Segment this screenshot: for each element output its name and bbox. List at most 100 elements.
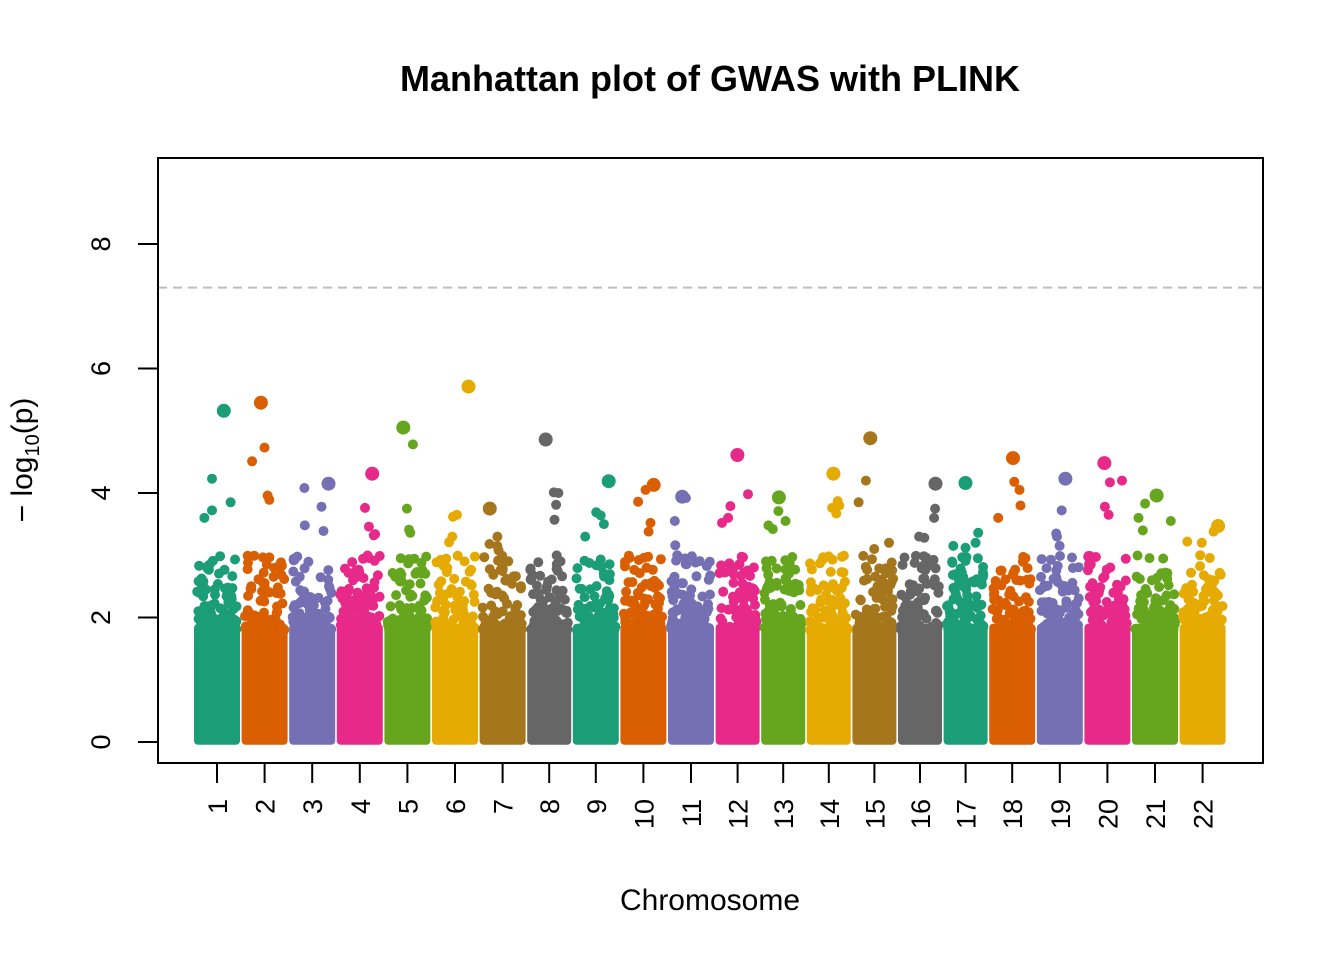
snp-point [1204, 553, 1215, 563]
snp-point [719, 623, 730, 634]
snp-point [859, 575, 869, 586]
snp-point [488, 568, 499, 579]
chart-title: Manhattan plot of GWAS with PLINK [400, 58, 1020, 99]
top-snp-point [993, 512, 1004, 523]
snp-point [516, 581, 526, 592]
snp-point [867, 554, 877, 565]
snp-point [690, 557, 701, 568]
top-snp-point [1014, 484, 1025, 495]
snp-point [486, 587, 497, 598]
snp-point [324, 583, 335, 594]
snp-point [279, 574, 290, 585]
snp-point [372, 570, 383, 581]
y-tick-label: 6 [86, 361, 116, 376]
snp-point [208, 623, 218, 634]
top-snp-point [598, 519, 609, 530]
snp-point [264, 587, 275, 598]
top-snp-point [1140, 498, 1151, 509]
top-snp-point [928, 476, 943, 491]
y-tick-label: 8 [86, 236, 116, 251]
snp-point [309, 607, 320, 618]
chromosome-8-points [525, 432, 573, 745]
top-snp-point [580, 531, 591, 542]
snp-point [652, 603, 663, 614]
snp-point [584, 558, 595, 568]
snp-point [880, 613, 891, 624]
snp-point [781, 576, 792, 587]
snp-point [947, 556, 958, 567]
snp-point [275, 588, 286, 599]
snp-point [1203, 587, 1214, 597]
snp-point [608, 612, 619, 623]
snp-point [552, 606, 563, 616]
x-tick-label: 5 [393, 799, 423, 814]
top-snp-point [1208, 526, 1219, 537]
chromosome-14-points [804, 466, 853, 745]
snp-point [1021, 615, 1032, 626]
snp-point [841, 612, 852, 623]
snp-point [855, 622, 866, 633]
snp-point [762, 624, 773, 635]
snp-point [785, 604, 796, 615]
snp-point [1158, 553, 1169, 564]
snp-point [388, 624, 399, 634]
snp-point [1070, 624, 1081, 635]
snp-point [897, 612, 908, 623]
chromosome-13-points [759, 490, 807, 745]
chromosome-16-snp-band [898, 623, 942, 745]
snp-point [1214, 567, 1225, 578]
snp-point [689, 607, 700, 618]
top-snp-point [670, 540, 681, 551]
snp-point [486, 600, 497, 611]
snp-point [1087, 578, 1098, 589]
snp-point [1195, 550, 1206, 561]
snp-point [224, 610, 235, 621]
snp-point [1043, 624, 1054, 635]
snp-point [703, 599, 713, 610]
top-snp-point [773, 506, 784, 517]
snp-point [620, 613, 631, 624]
top-snp-point [259, 442, 270, 453]
snp-point [414, 615, 425, 626]
snp-point [323, 565, 334, 576]
snp-point [680, 559, 691, 570]
snp-point [1067, 552, 1077, 563]
snp-point [1147, 575, 1157, 586]
x-tick-label: 19 [1046, 799, 1076, 829]
snp-point [528, 589, 539, 600]
snp-point [439, 607, 450, 618]
snp-point [888, 573, 899, 584]
snp-point [525, 564, 536, 575]
chromosome-7-points [477, 501, 527, 745]
x-tick-label: 6 [441, 799, 471, 814]
snp-point [748, 562, 759, 573]
snp-point [246, 581, 257, 592]
snp-point [502, 598, 512, 609]
snp-point [968, 576, 979, 587]
snp-point [535, 570, 546, 581]
snp-point [631, 614, 642, 625]
chromosome-17-snp-band [943, 623, 988, 745]
snp-point [785, 585, 796, 596]
snp-point [1011, 624, 1022, 635]
snp-point [603, 595, 614, 606]
snp-point [705, 589, 715, 600]
snp-point [795, 600, 806, 610]
y-tick-label: 2 [86, 610, 116, 625]
snp-point [245, 608, 255, 619]
snp-point [629, 564, 640, 575]
top-snp-point [401, 503, 412, 514]
snp-point [1169, 603, 1180, 614]
snp-point [1212, 622, 1223, 632]
snp-point [682, 599, 693, 610]
y-axis-label: − log10(p) [6, 398, 44, 523]
snp-point [626, 595, 636, 606]
snp-point [815, 597, 826, 608]
snp-point [572, 604, 583, 615]
snp-point [994, 624, 1005, 635]
snp-point [590, 599, 601, 610]
x-tick-label: 13 [769, 799, 799, 829]
snp-point [677, 578, 688, 589]
x-tick-label: 21 [1141, 799, 1171, 829]
snp-point [266, 623, 277, 634]
